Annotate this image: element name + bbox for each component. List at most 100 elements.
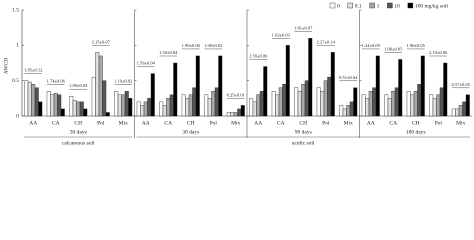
bar xyxy=(346,105,351,117)
bar xyxy=(195,55,200,117)
annotation: 1.19±0.02 xyxy=(114,78,132,83)
x-tick-label: CA xyxy=(52,120,60,126)
bar xyxy=(249,98,254,117)
bar xyxy=(57,94,62,117)
bar xyxy=(95,52,100,117)
bar xyxy=(91,76,96,117)
bar xyxy=(278,87,283,117)
legend-swatch xyxy=(329,2,336,9)
bar xyxy=(429,94,434,117)
bar xyxy=(308,38,313,117)
x-tick-label: Mix xyxy=(119,120,128,126)
bar xyxy=(140,105,145,117)
annotation: 2.27±0.14 xyxy=(317,39,336,44)
bar xyxy=(301,83,306,117)
bar xyxy=(69,96,74,117)
bar xyxy=(79,101,84,117)
bar xyxy=(38,101,43,117)
bar xyxy=(327,76,332,117)
legend-label: 100 mg/kg soil xyxy=(415,3,448,9)
bar xyxy=(432,98,437,117)
bar xyxy=(204,94,209,117)
legend-label: 10 xyxy=(394,3,400,9)
x-tick-label: AA xyxy=(142,120,150,126)
bar xyxy=(83,108,88,117)
bar xyxy=(166,98,171,117)
bar xyxy=(143,101,148,117)
x-tick-label: CA xyxy=(164,120,172,126)
annotation: 1.90±0.02 xyxy=(204,43,222,48)
bar xyxy=(455,108,460,117)
bar xyxy=(342,108,347,117)
bar xyxy=(114,91,119,117)
bar xyxy=(53,93,58,117)
period-label: 30 days xyxy=(70,129,87,135)
annotation: 1.06±0.05 xyxy=(384,46,403,51)
annotation: 1.09±0.04 xyxy=(69,83,88,88)
bar xyxy=(150,73,155,117)
bar xyxy=(105,112,110,117)
x-tick-label: Pol xyxy=(435,120,443,126)
bar xyxy=(420,55,425,117)
chart: AWCD 0 0.5 1 1.5 AA 1.85±0.12 CA 1.74±0.06 CH 1.0… xyxy=(3,2,472,146)
bar xyxy=(398,59,403,117)
bar xyxy=(413,91,418,117)
bar xyxy=(230,112,235,117)
bar xyxy=(436,94,441,117)
bar xyxy=(361,94,366,117)
bar xyxy=(192,87,197,117)
legend-label: 0.1 xyxy=(355,3,362,9)
annotation: 1.81±0.07 xyxy=(294,25,313,30)
bar xyxy=(349,101,354,117)
bar xyxy=(121,94,126,117)
y-tick-label: 1.5 xyxy=(12,7,19,13)
y-axis-label: AWCD xyxy=(3,58,9,74)
annotation: 1.59±0.04 xyxy=(137,61,156,66)
legend-label: 1 xyxy=(377,3,380,9)
bar xyxy=(185,98,190,117)
x-tick-label: CH xyxy=(74,120,82,126)
bar xyxy=(173,62,178,117)
bar xyxy=(27,81,32,117)
bar xyxy=(147,98,152,117)
legend-swatch xyxy=(369,2,375,9)
period-label: 180 days xyxy=(406,129,426,135)
annotation: 0.57±0.05 xyxy=(452,82,471,87)
bar xyxy=(263,66,268,117)
bar xyxy=(462,101,467,117)
bar xyxy=(294,87,299,117)
bar xyxy=(372,87,377,117)
x-tick-label: AA xyxy=(254,120,262,126)
bar xyxy=(365,98,370,117)
annotation: 1.63±0.03 xyxy=(272,32,291,37)
bar xyxy=(406,91,411,117)
x-tick-label: CA xyxy=(389,120,397,126)
annotation: 1.74±0.06 xyxy=(47,78,66,83)
bar xyxy=(218,55,223,117)
bar xyxy=(410,94,415,117)
bar xyxy=(316,87,321,117)
bar xyxy=(368,91,373,117)
bar xyxy=(46,91,51,117)
x-tick-label: CH xyxy=(412,120,420,126)
x-tick-label: Pol xyxy=(210,120,218,126)
bar xyxy=(320,91,325,117)
bar xyxy=(458,105,463,117)
bar xyxy=(169,94,174,117)
bar xyxy=(207,98,212,117)
bar xyxy=(214,87,219,117)
x-tick-label: Pol xyxy=(322,120,330,126)
x-tick-label: Pol xyxy=(97,120,105,126)
bar xyxy=(237,108,242,117)
bar xyxy=(375,55,380,117)
y-tick-label: 0.5 xyxy=(12,78,19,84)
bar xyxy=(128,98,133,117)
x-tick-label: Mix xyxy=(231,120,240,126)
bar xyxy=(323,80,328,117)
bar xyxy=(259,91,264,117)
bar xyxy=(76,101,81,117)
bar xyxy=(275,94,280,117)
bar xyxy=(304,80,309,117)
bar xyxy=(391,91,396,117)
annotation: 1.96±0.05 xyxy=(407,43,426,48)
